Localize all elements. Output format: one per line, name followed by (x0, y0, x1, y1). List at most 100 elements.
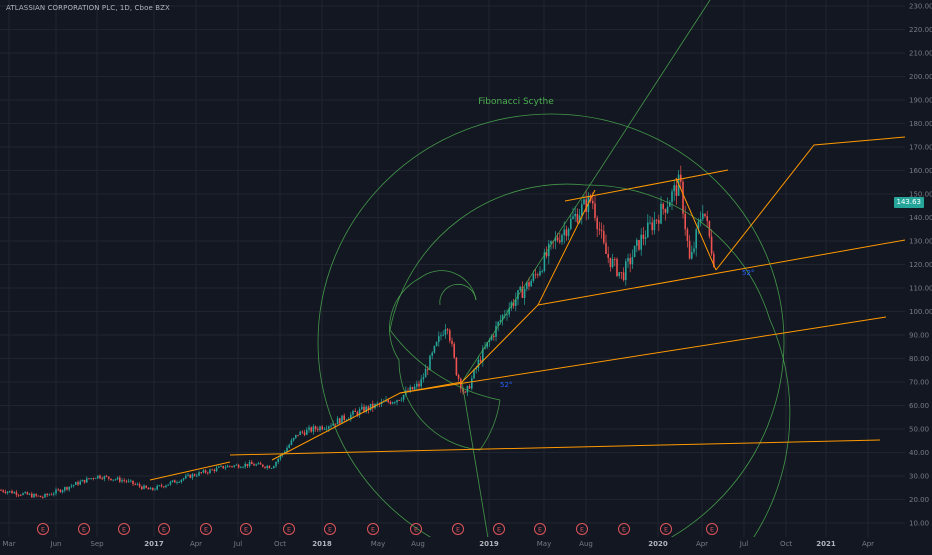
candle (554, 231, 557, 250)
earnings-marker[interactable]: E (618, 523, 630, 535)
earnings-marker[interactable]: E (78, 523, 90, 535)
candle (246, 463, 249, 468)
candle (537, 272, 539, 279)
candle (365, 405, 367, 414)
candle-body (649, 222, 651, 224)
candle-body (581, 204, 583, 216)
candle (215, 465, 218, 473)
candle-body (664, 208, 667, 213)
y-axis-panel[interactable] (905, 0, 932, 550)
candle-body (57, 489, 59, 491)
candle-body (493, 335, 495, 337)
x-axis-panel[interactable] (0, 537, 932, 550)
candle-body (354, 410, 356, 412)
candle-body (204, 470, 207, 473)
candle-body (607, 253, 609, 258)
candle (504, 309, 506, 319)
candle (160, 483, 163, 488)
candle-body (565, 229, 568, 236)
earnings-marker[interactable]: E (158, 523, 170, 535)
earnings-icon (37, 523, 49, 535)
candle (114, 478, 117, 481)
candle-body (191, 474, 194, 478)
candle-body (207, 472, 209, 474)
earnings-icon (576, 523, 588, 535)
x-tick-label: Oct (780, 540, 792, 548)
candle (330, 423, 332, 429)
candle (543, 248, 546, 273)
earnings-marker[interactable]: E (200, 523, 212, 535)
candle-body (339, 418, 341, 424)
x-axis: Mar Jun Sep 2017 Apr Jul Oct 2018 May Aug 2019 May A… (0, 537, 932, 550)
candle-body (451, 340, 453, 344)
candle-body (594, 203, 596, 218)
earnings-marker[interactable]: E (37, 523, 49, 535)
candle-body (686, 229, 689, 241)
candle-body (246, 463, 249, 467)
candle-body (658, 220, 660, 224)
earnings-marker[interactable]: E (118, 523, 130, 535)
candle-body (453, 343, 455, 358)
candle-body (499, 320, 502, 322)
candle (198, 470, 200, 477)
candle (169, 480, 172, 486)
candle-body (9, 491, 11, 492)
candle (706, 210, 708, 228)
candle-body (563, 229, 565, 236)
candle-body (75, 482, 77, 485)
candle (594, 196, 596, 222)
candle-body (543, 252, 546, 272)
candle (244, 461, 246, 469)
candle-body (145, 485, 147, 488)
candle-body (4, 491, 7, 493)
candle (655, 219, 658, 224)
candle (653, 211, 656, 235)
y-axis: 10.00 20.00 30.00 40.00 50.00 60.00 70.00 80.00… (905, 0, 932, 550)
earnings-marker[interactable]: E (452, 523, 464, 535)
candle-body (17, 494, 20, 496)
candle-body (317, 429, 319, 431)
earnings-marker[interactable]: E (410, 523, 422, 535)
earnings-marker[interactable]: E (576, 523, 588, 535)
candle (680, 165, 682, 190)
candle-body (77, 482, 79, 485)
candle (664, 208, 667, 221)
candle-body (682, 181, 684, 214)
trendline-base-start (149, 461, 231, 481)
candle-body (541, 271, 543, 272)
candle (125, 479, 128, 484)
candle (429, 354, 431, 371)
candle-body (308, 427, 310, 430)
y-tick-label: 30.00 (909, 473, 929, 481)
candle-body (163, 486, 165, 488)
earnings-marker[interactable]: E (660, 523, 672, 535)
earnings-marker[interactable]: E (493, 523, 505, 535)
earnings-marker[interactable]: E (283, 523, 295, 535)
candle (266, 464, 268, 470)
candle-body (416, 383, 418, 387)
earnings-marker[interactable]: E (706, 523, 718, 535)
candle (418, 380, 420, 389)
candle (328, 425, 330, 432)
candle (396, 399, 398, 406)
candle (11, 489, 13, 494)
candle (438, 331, 440, 347)
earnings-icon (200, 523, 212, 535)
candle-body (528, 282, 530, 287)
candle-body (244, 463, 246, 467)
trendline-base (229, 439, 881, 456)
earnings-marker[interactable]: E (324, 523, 336, 535)
candle (446, 327, 449, 335)
earnings-marker[interactable]: E (534, 523, 546, 535)
earnings-marker[interactable]: E (240, 523, 252, 535)
candle (468, 384, 471, 390)
candle (147, 487, 150, 490)
candle (638, 239, 640, 252)
candle-body (556, 237, 559, 241)
candle (226, 464, 229, 468)
candle (422, 373, 425, 383)
earnings-marker[interactable]: E (367, 523, 379, 535)
candle (193, 473, 196, 477)
